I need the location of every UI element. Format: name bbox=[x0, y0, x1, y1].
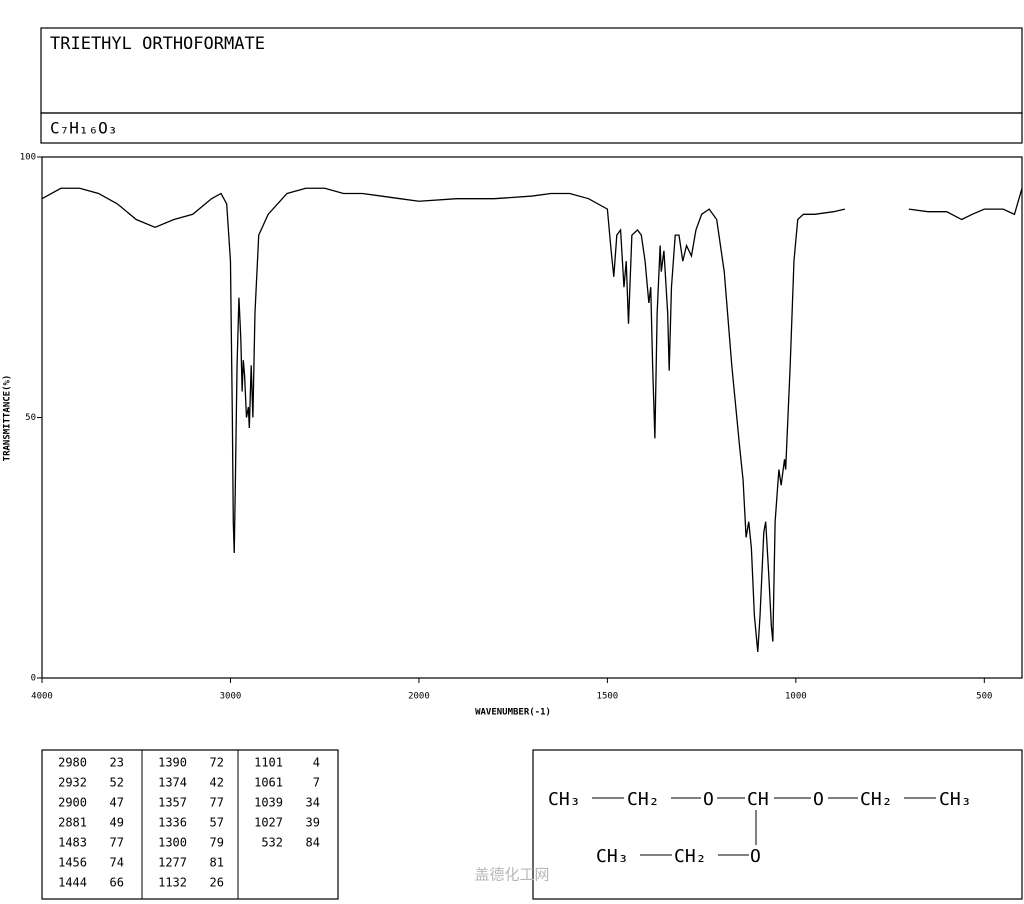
peak-transmittance: 23 bbox=[110, 756, 124, 770]
peak-transmittance: 84 bbox=[306, 836, 320, 850]
peak-transmittance: 4 bbox=[313, 756, 320, 770]
peak-transmittance: 57 bbox=[210, 816, 224, 830]
structure-box bbox=[532, 749, 1023, 900]
spectrum-line bbox=[41, 187, 1023, 653]
peak-transmittance: 42 bbox=[210, 776, 224, 790]
peak-wavenumber: 1132 bbox=[158, 876, 187, 890]
group: CH bbox=[747, 789, 769, 810]
y-tick-label: 50 bbox=[25, 413, 36, 423]
peak-wavenumber: 1039 bbox=[254, 796, 283, 810]
peak-wavenumber: 2932 bbox=[58, 776, 87, 790]
peak-transmittance: 26 bbox=[210, 876, 224, 890]
peak-wavenumber: 1027 bbox=[254, 816, 283, 830]
group: CH₃ bbox=[939, 789, 972, 810]
x-tick-label: 1500 bbox=[597, 692, 619, 702]
group: O bbox=[750, 846, 761, 867]
peak-wavenumber: 2980 bbox=[58, 756, 87, 770]
peak-transmittance: 34 bbox=[306, 796, 320, 810]
peak-wavenumber: 1357 bbox=[158, 796, 187, 810]
peak-transmittance: 72 bbox=[210, 756, 224, 770]
peak-transmittance: 39 bbox=[306, 816, 320, 830]
peak-transmittance: 77 bbox=[210, 796, 224, 810]
x-tick-label: 2000 bbox=[408, 692, 430, 702]
peak-wavenumber: 1336 bbox=[158, 816, 187, 830]
peak-wavenumber: 2900 bbox=[58, 796, 87, 810]
peak-wavenumber: 1101 bbox=[254, 756, 283, 770]
x-axis-label: WAVENUMBER(-1) bbox=[475, 708, 551, 718]
x-tick-label: 1000 bbox=[785, 692, 807, 702]
peak-transmittance: 81 bbox=[210, 856, 224, 870]
peak-wavenumber: 1300 bbox=[158, 836, 187, 850]
compound-title: TRIETHYL ORTHOFORMATE bbox=[50, 34, 265, 54]
peak-transmittance: 52 bbox=[110, 776, 124, 790]
peak-wavenumber: 1444 bbox=[58, 876, 87, 890]
peak-transmittance: 49 bbox=[110, 816, 124, 830]
peak-wavenumber: 1277 bbox=[158, 856, 187, 870]
watermark: 盖德化工网 bbox=[474, 866, 549, 884]
peak-wavenumber: 532 bbox=[261, 836, 283, 850]
peak-wavenumber: 1061 bbox=[254, 776, 283, 790]
peak-transmittance: 77 bbox=[110, 836, 124, 850]
group: CH₃ bbox=[548, 789, 581, 810]
y-tick-label: 0 bbox=[31, 674, 36, 684]
peak-wavenumber: 1374 bbox=[158, 776, 187, 790]
peak-transmittance: 74 bbox=[110, 856, 124, 870]
group: O bbox=[703, 789, 714, 810]
group: CH₂ bbox=[627, 789, 660, 810]
peak-table-box bbox=[41, 749, 339, 900]
peak-transmittance: 79 bbox=[210, 836, 224, 850]
formula-box bbox=[40, 112, 1023, 144]
peak-wavenumber: 1456 bbox=[58, 856, 87, 870]
peak-wavenumber: 2881 bbox=[58, 816, 87, 830]
y-axis-label: TRANSMITTANCE(%) bbox=[3, 375, 13, 462]
y-tick-label: 100 bbox=[20, 153, 36, 163]
peak-transmittance: 7 bbox=[313, 776, 320, 790]
peak-transmittance: 66 bbox=[110, 876, 124, 890]
structure: CH₃ CH₂ O CH O CH₂ CH₃ CH₃ CH₂ O bbox=[548, 789, 972, 867]
peak-wavenumber: 1390 bbox=[158, 756, 187, 770]
peak-wavenumber: 1483 bbox=[58, 836, 87, 850]
plot-frame bbox=[41, 156, 1023, 679]
group: CH₃ bbox=[596, 846, 629, 867]
x-tick-label: 4000 bbox=[31, 692, 53, 702]
peak-transmittance: 47 bbox=[110, 796, 124, 810]
x-tick-label: 500 bbox=[976, 692, 992, 702]
group: CH₂ bbox=[674, 846, 707, 867]
group: O bbox=[813, 789, 824, 810]
formula: C₇H₁₆O₃ bbox=[50, 119, 117, 138]
x-tick-label: 3000 bbox=[220, 692, 242, 702]
group: CH₂ bbox=[860, 789, 893, 810]
